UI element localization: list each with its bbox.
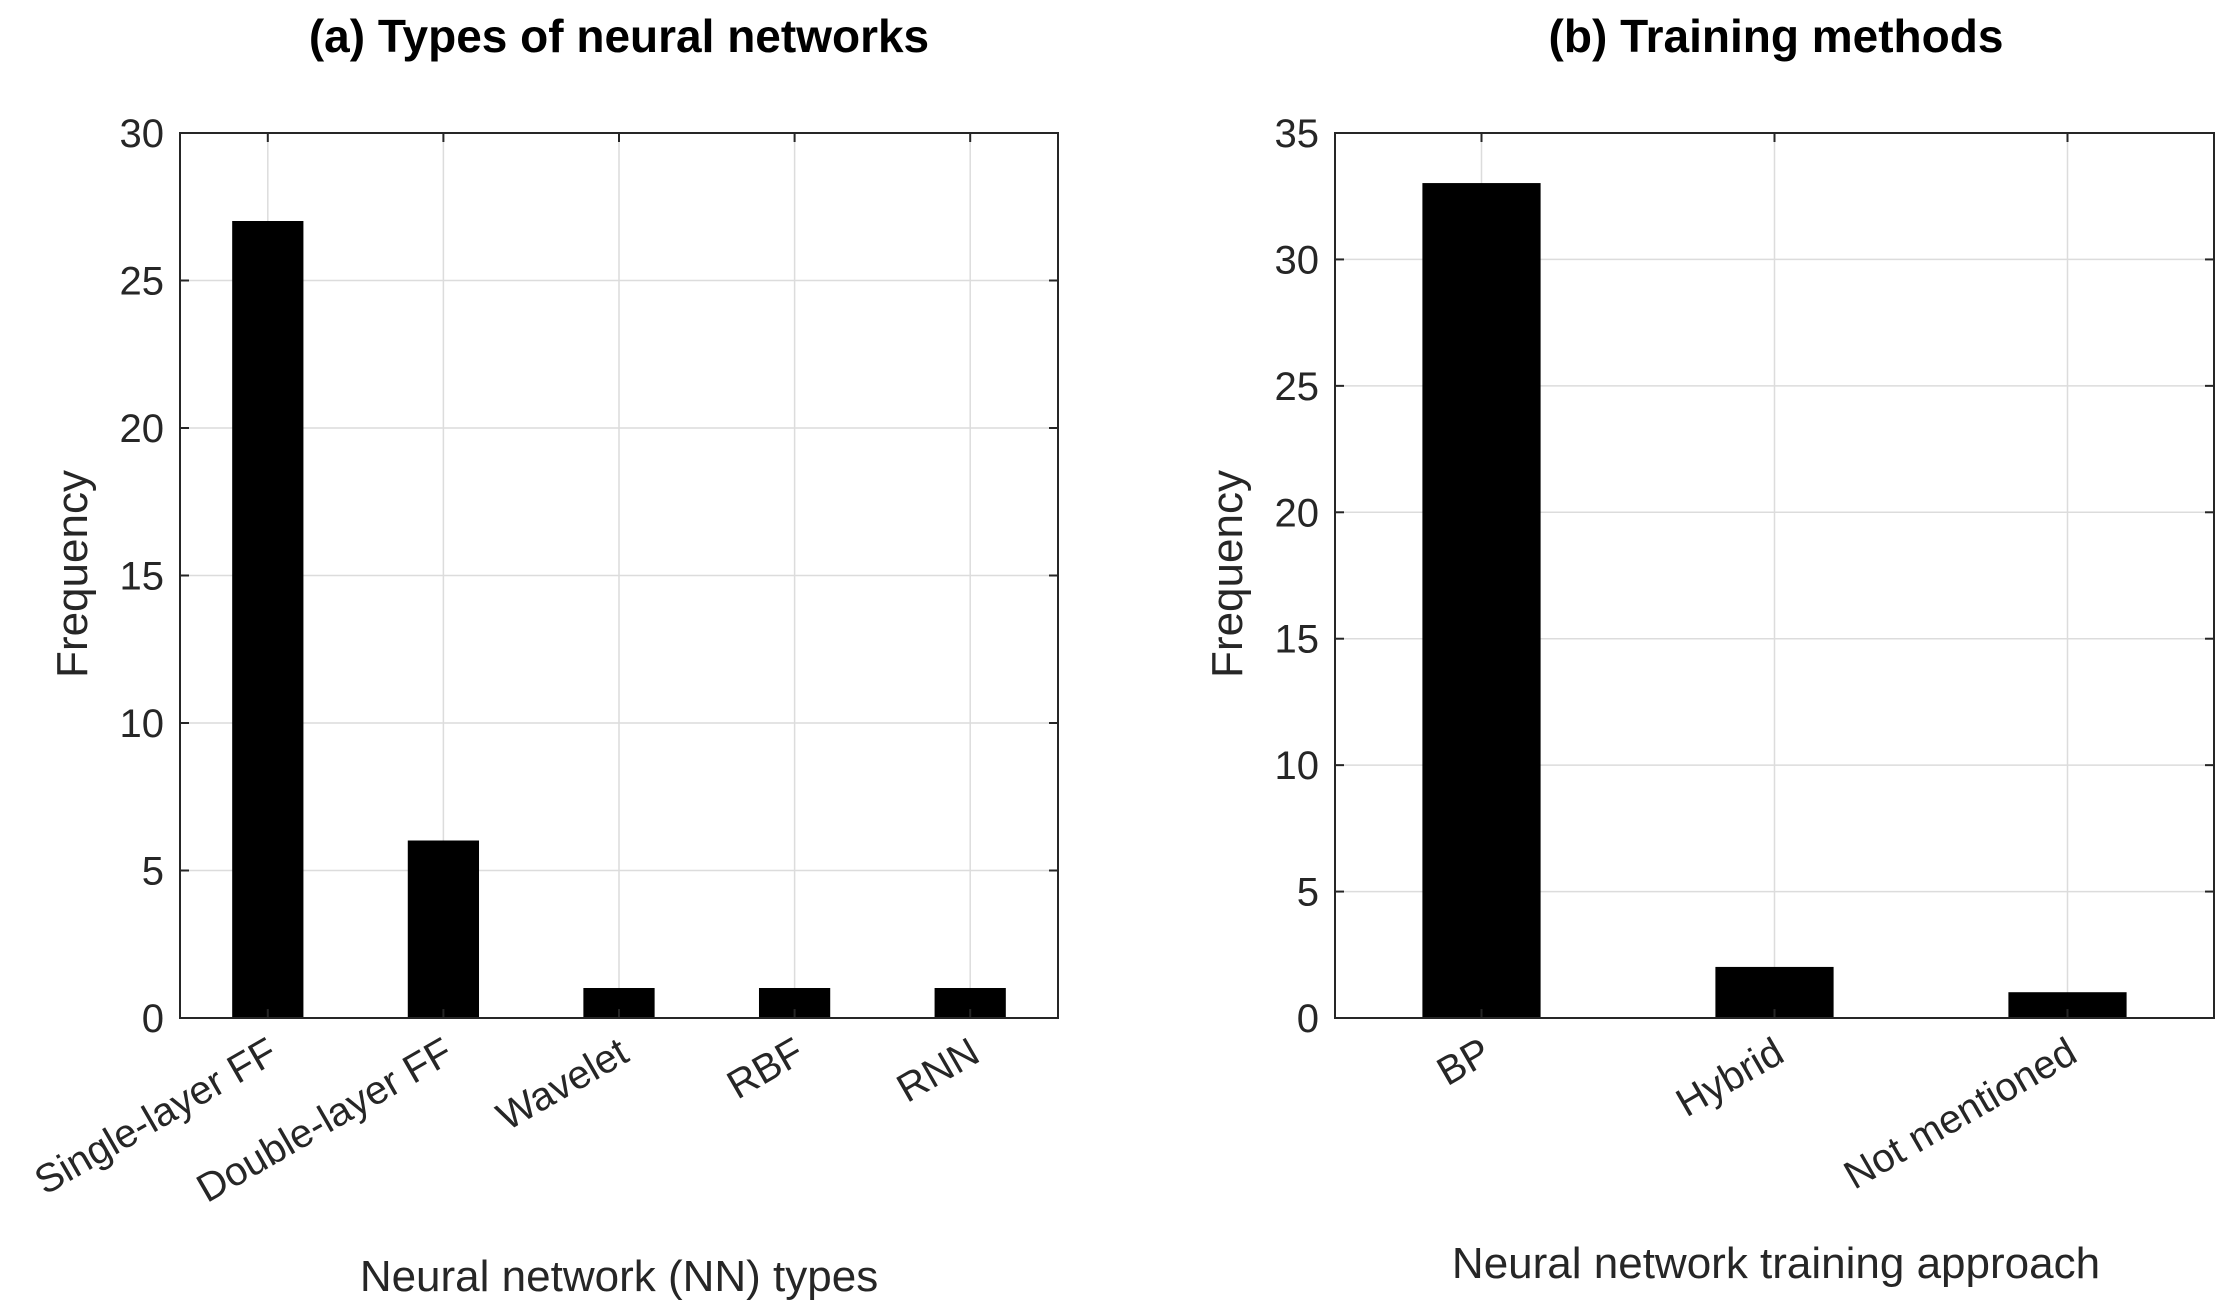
panel-b-y-tick-label: 35 [1275, 112, 1320, 156]
panel-a-x-axis-label: Neural network (NN) types [360, 1252, 878, 1301]
panel-a-bar-1 [232, 221, 304, 1019]
panel-a-grid [180, 133, 1058, 1018]
panel-a-y-tick-label: 30 [120, 112, 165, 156]
panel-b-y-tick-label: 15 [1275, 618, 1320, 662]
panel-a-y-tick-label: 20 [120, 407, 165, 451]
panel-b-y-tick-label: 30 [1275, 238, 1320, 282]
panel-a-bar-2 [407, 840, 480, 1019]
panel-b-y-tick-label: 5 [1297, 871, 1319, 915]
panel-a-y-tick-label: 10 [120, 702, 165, 746]
panel-a-chart: (a) Types of neural networks Neural netw… [27, 10, 1059, 1301]
panel-a-x-tick-label: RBF [720, 1030, 811, 1108]
panel-b-y-tick-label: 0 [1297, 997, 1319, 1041]
panel-b-x-axis-label: Neural network training approach [1452, 1239, 2100, 1288]
panel-b-title: (b) Training methods [1549, 10, 2004, 62]
panel-a-title: (a) Types of neural networks [309, 10, 929, 62]
panel-b-y-axis-label: Frequency [1203, 470, 1252, 678]
panel-b-y-tick-label: 10 [1275, 744, 1320, 788]
panel-b-ticks: 0 5 10 15 20 25 30 35 BP Hybrid Not mentioned [1275, 112, 2214, 1198]
panel-b-bar-1 [1422, 183, 1541, 1019]
panel-b-x-tick-label: Hybrid [1669, 1030, 1791, 1126]
panel-a-y-tick-label: 5 [142, 850, 164, 894]
panel-b-chart: (b) Training methods Neural network trai… [1203, 10, 2215, 1288]
panel-b-y-tick-label: 25 [1275, 365, 1320, 409]
panel-a-x-tick-label: Wavelet [490, 1030, 636, 1140]
panel-b-y-tick-label: 20 [1275, 491, 1320, 535]
panel-a-y-tick-label: 15 [120, 555, 165, 599]
panel-b-x-tick-label: BP [1430, 1030, 1498, 1095]
panel-a-y-tick-label: 0 [142, 997, 164, 1041]
panel-b-x-tick-label: Not mentioned [1837, 1030, 2084, 1198]
panel-a-x-tick-label: RNN [890, 1030, 987, 1111]
panel-b-bars [1422, 183, 2127, 1019]
panel-a-y-axis-label: Frequency [48, 470, 97, 678]
panel-a-y-tick-label: 25 [120, 260, 165, 304]
